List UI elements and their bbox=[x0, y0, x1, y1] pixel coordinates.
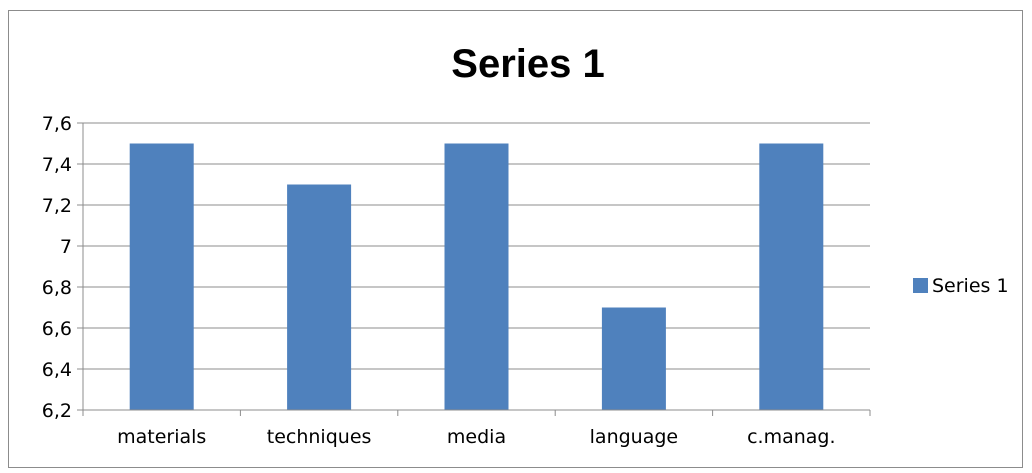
y-tick-label: 7,4 bbox=[42, 154, 72, 176]
x-tick-label: materials bbox=[117, 426, 206, 448]
chart-title: Series 1 bbox=[451, 42, 604, 86]
x-tick-label: techniques bbox=[267, 426, 372, 448]
x-tick-label: language bbox=[590, 426, 678, 448]
legend-label: Series 1 bbox=[932, 275, 1009, 297]
x-tick-label: c.manag. bbox=[747, 426, 835, 448]
x-axis-ticks: materials techniques media language c.manag. bbox=[82, 410, 871, 448]
y-tick-label: 7,2 bbox=[42, 195, 72, 217]
y-tick-label: 7 bbox=[60, 236, 72, 258]
legend: Series 1 bbox=[913, 275, 1009, 297]
y-tick-label: 6,2 bbox=[42, 400, 72, 422]
bar-techniques bbox=[287, 184, 352, 410]
y-tick-label: 6,4 bbox=[42, 359, 72, 381]
bars bbox=[129, 143, 824, 410]
legend-swatch bbox=[913, 278, 928, 293]
bar-media bbox=[444, 143, 509, 410]
y-tick-label: 7,6 bbox=[42, 113, 72, 135]
y-tick-label: 6,6 bbox=[42, 318, 72, 340]
x-tick-label: media bbox=[447, 426, 506, 448]
y-tick-label: 6,8 bbox=[42, 277, 72, 299]
bar-c-manag- bbox=[759, 143, 824, 410]
y-axis-ticks: 6,2 6,4 6,6 6,8 7 7,2 7,4 7,6 bbox=[42, 113, 83, 422]
bar-language bbox=[601, 307, 666, 410]
bar-materials bbox=[129, 143, 194, 410]
